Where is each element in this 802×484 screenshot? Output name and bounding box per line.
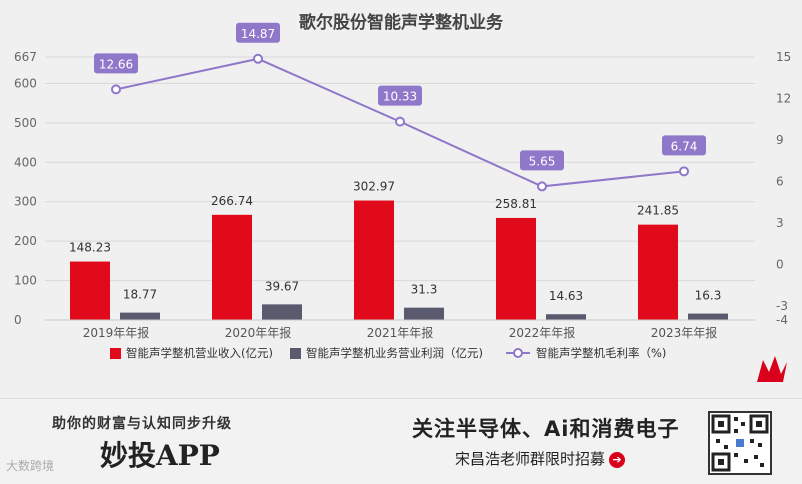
margin-data-label: 10.33 [383, 90, 417, 104]
y-left-tick-label: 0 [14, 313, 22, 327]
legend-swatch-margin-point [513, 348, 523, 358]
margin-label-box [662, 135, 706, 156]
legend-label-profit: 智能声学整机业务营业利润（亿元) [306, 346, 483, 360]
profit-bar [546, 314, 586, 320]
y-left-tick-label: 667 [14, 50, 37, 64]
margin-label-box [94, 53, 138, 74]
chart-area: 歌尔股份智能声学整机业务 0 100 200 300 400 500 600 667 -4 -3 0 3… [14, 12, 792, 360]
y-left-tick-label: 200 [14, 234, 37, 248]
margin-label-box [520, 150, 564, 171]
profit-data-label: 16.3 [695, 289, 722, 303]
revenue-data-label: 266.74 [211, 194, 253, 208]
margin-point [537, 181, 547, 192]
revenue-bar [70, 261, 110, 320]
profit-bar [120, 312, 160, 320]
revenue-bar [496, 217, 536, 320]
y-right-tick-label: 15 [776, 50, 791, 64]
legend-swatch-revenue [110, 348, 121, 359]
chart: 歌尔股份智能声学整机业务 0 100 200 300 400 500 600 667 -4-3 0 3… [14, 12, 791, 360]
revenue-bar [212, 214, 252, 320]
revenue-data-label: 241.85 [637, 204, 679, 218]
revenue-data-label: 258.81 [495, 197, 537, 211]
y-right-tick-label: 6 [776, 175, 784, 189]
banner-cta[interactable]: 宋昌浩老师群限时招募 ➔ [455, 448, 626, 469]
y-right-tick-label: -4 [776, 313, 788, 327]
banner-tagline: 助你的财富与认知同步升级 [52, 416, 232, 432]
y-left-tick-label: 100 [14, 274, 37, 288]
banner-app-name[interactable]: 妙投APP [100, 439, 220, 472]
margin-data-label: 14.87 [241, 27, 275, 41]
x-tick-label: 2019年年报 [83, 325, 150, 340]
profit-data-label: 39.67 [265, 279, 299, 293]
legend-label-margin: 智能声学整机毛利率（%) [536, 346, 666, 360]
margin-label-box [378, 85, 422, 106]
y-left-tick-label: 400 [14, 155, 37, 169]
profit-bar [262, 304, 302, 320]
y-left-tick-label: 500 [14, 116, 37, 130]
legend-swatch-profit [290, 348, 301, 359]
y-right-tick-label: 12 [776, 92, 791, 106]
profit-data-label: 18.77 [123, 288, 157, 302]
brand-logo [755, 352, 789, 388]
y-left-tick-label: 300 [14, 195, 37, 209]
profit-bar [688, 313, 728, 320]
margin-point [395, 116, 405, 127]
margin-point [253, 53, 263, 64]
banner-headline: 关注半导体、Ai和消费电子 [412, 417, 680, 441]
profit-data-label: 31.3 [411, 283, 438, 297]
promo-banner[interactable]: 助你的财富与认知同步升级 妙投APP 大数跨境 关注半导体、Ai和消费电子 宋昌… [0, 398, 802, 484]
y-right-tick-label: 3 [776, 216, 784, 230]
revenue-data-label: 302.97 [353, 180, 395, 194]
margin-data-label: 12.66 [99, 57, 133, 71]
qr-code[interactable] [708, 411, 772, 475]
x-tick-label: 2020年年报 [225, 325, 292, 340]
arrow-right-icon[interactable]: ➔ [609, 451, 626, 468]
revenue-bar [638, 224, 678, 320]
revenue-bar [354, 200, 394, 320]
chart-title: 歌尔股份智能声学整机业务 [299, 12, 504, 33]
profit-bar [404, 307, 444, 320]
y-right-tick-label: -3 [776, 299, 788, 313]
legend-label-revenue: 智能声学整机营业收入(亿元) [126, 346, 273, 360]
margin-point [111, 84, 121, 95]
y-right-tick-label: 0 [776, 258, 784, 272]
y-right-tick-label: 9 [776, 133, 784, 147]
x-tick-label: 2021年年报 [367, 325, 434, 340]
banner-cta-label: 宋昌浩老师群限时招募 [455, 450, 606, 468]
profit-data-label: 14.63 [549, 289, 583, 303]
x-tick-label: 2022年年报 [509, 325, 576, 340]
revenue-data-label: 148.23 [69, 241, 111, 255]
margin-data-label: 5.65 [529, 154, 556, 168]
margin-label-box [236, 22, 280, 43]
y-left-tick-label: 600 [14, 76, 37, 90]
margin-data-label: 6.74 [671, 139, 698, 153]
margin-point [679, 166, 689, 177]
x-tick-label: 2023年年报 [651, 325, 718, 340]
watermark: 大数跨境 [6, 459, 55, 473]
